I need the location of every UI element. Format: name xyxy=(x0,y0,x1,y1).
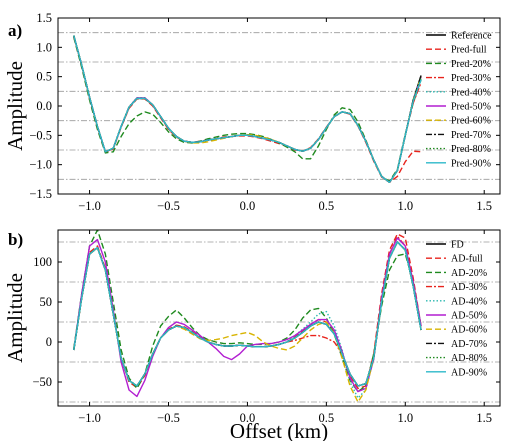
legend-label: AD-40% xyxy=(451,296,487,307)
x-axis-label: Offset (km) xyxy=(230,419,328,441)
y-tick-label: 50 xyxy=(40,295,53,309)
series-group xyxy=(73,35,422,183)
panel-label: b) xyxy=(8,230,23,249)
series-line-pred-90- xyxy=(73,35,422,183)
legend-label: Pred-full xyxy=(451,45,487,56)
legend-label: Pred-70% xyxy=(451,130,491,141)
legend-label: AD-20% xyxy=(451,268,487,279)
x-tick-label: 1.0 xyxy=(397,199,413,213)
legend-label: Reference xyxy=(451,31,492,42)
legend-label: AD-90% xyxy=(451,367,487,378)
legend-label: Pred-60% xyxy=(451,116,491,127)
legend-label: Pred-80% xyxy=(451,144,491,155)
legend-label: AD-70% xyxy=(451,339,487,350)
chart-panel-2: −1.0 −0.5 0.0 0.5 1.0 1.5 −50 0 50 100 b) Amplitude… xyxy=(3,229,501,441)
legend-label: Pred-50% xyxy=(451,102,491,113)
series-line-ad-90- xyxy=(73,241,422,387)
x-tick-label: 0.5 xyxy=(319,199,335,213)
y-tick-label: −1.0 xyxy=(29,158,52,172)
y-tick-label: −50 xyxy=(32,375,52,389)
series-line-ad-80- xyxy=(73,241,422,387)
series-line-reference xyxy=(73,35,422,183)
series-line-pred-full xyxy=(73,36,422,183)
series-line-pred-50- xyxy=(73,35,422,183)
x-tick-label: 0.0 xyxy=(240,411,256,425)
series-line-fd xyxy=(73,241,422,387)
y-tick-label: 1.5 xyxy=(36,11,52,25)
panel-label: a) xyxy=(8,21,22,40)
x-tick-label: 0.0 xyxy=(240,199,256,213)
series-line-ad-full xyxy=(73,233,422,390)
y-tick-label: 0 xyxy=(46,335,52,349)
x-tick-label: 1.0 xyxy=(397,411,413,425)
legend: Reference Pred-full Pred-20% Pred-30% Pred-4… xyxy=(426,31,492,169)
series-line-pred-20- xyxy=(73,37,422,182)
series-line-ad-20- xyxy=(73,230,422,393)
y-tick-label: −0.5 xyxy=(29,128,52,142)
y-tick-label: −1.5 xyxy=(29,187,52,201)
legend-label: AD-full xyxy=(451,254,483,265)
series-line-ad-30- xyxy=(73,235,422,387)
y-tick-label: 100 xyxy=(33,255,52,269)
legend-label: Pred-30% xyxy=(451,73,491,84)
series-line-pred-80- xyxy=(73,35,422,183)
chart-panel-1: −1.0 −0.5 0.0 0.5 1.0 1.5 −1.5 −1.0 −0.5 0.0 0.5 1.… xyxy=(3,11,501,213)
y-tick-label: 1.0 xyxy=(36,40,52,54)
y-axis-label: Amplitude xyxy=(3,273,27,363)
legend-label: AD-80% xyxy=(451,353,487,364)
x-tick-label: 1.5 xyxy=(476,199,492,213)
legend: FD AD-full AD-20% AD-30% AD-40% AD-50% AD-60% A… xyxy=(426,240,487,378)
y-axis-label: Amplitude xyxy=(3,61,27,151)
y-tick-label: 0.5 xyxy=(36,70,52,84)
legend-label: AD-30% xyxy=(451,282,487,293)
series-line-pred-60- xyxy=(73,35,422,183)
legend-label: FD xyxy=(451,240,464,251)
legend-label: AD-50% xyxy=(451,311,487,322)
y-tick-label: 0.0 xyxy=(36,99,52,113)
legend-label: Pred-20% xyxy=(451,59,491,70)
series-line-pred-70- xyxy=(73,35,422,183)
x-tick-label: −0.5 xyxy=(157,199,180,213)
series-line-pred-30- xyxy=(73,36,422,183)
series-line-pred-40- xyxy=(73,35,422,183)
x-tick-label: 1.5 xyxy=(476,411,492,425)
plot-frame xyxy=(57,229,501,407)
x-tick-label: −0.5 xyxy=(157,411,180,425)
x-tick-label: −1.0 xyxy=(78,411,101,425)
series-group xyxy=(73,230,422,403)
series-line-ad-70- xyxy=(73,241,422,387)
legend-label: Pred-90% xyxy=(451,158,491,169)
legend-label: Pred-40% xyxy=(451,87,491,98)
legend-label: AD-60% xyxy=(451,325,487,336)
x-tick-label: −1.0 xyxy=(78,199,101,213)
x-tick-label: 0.5 xyxy=(319,411,335,425)
